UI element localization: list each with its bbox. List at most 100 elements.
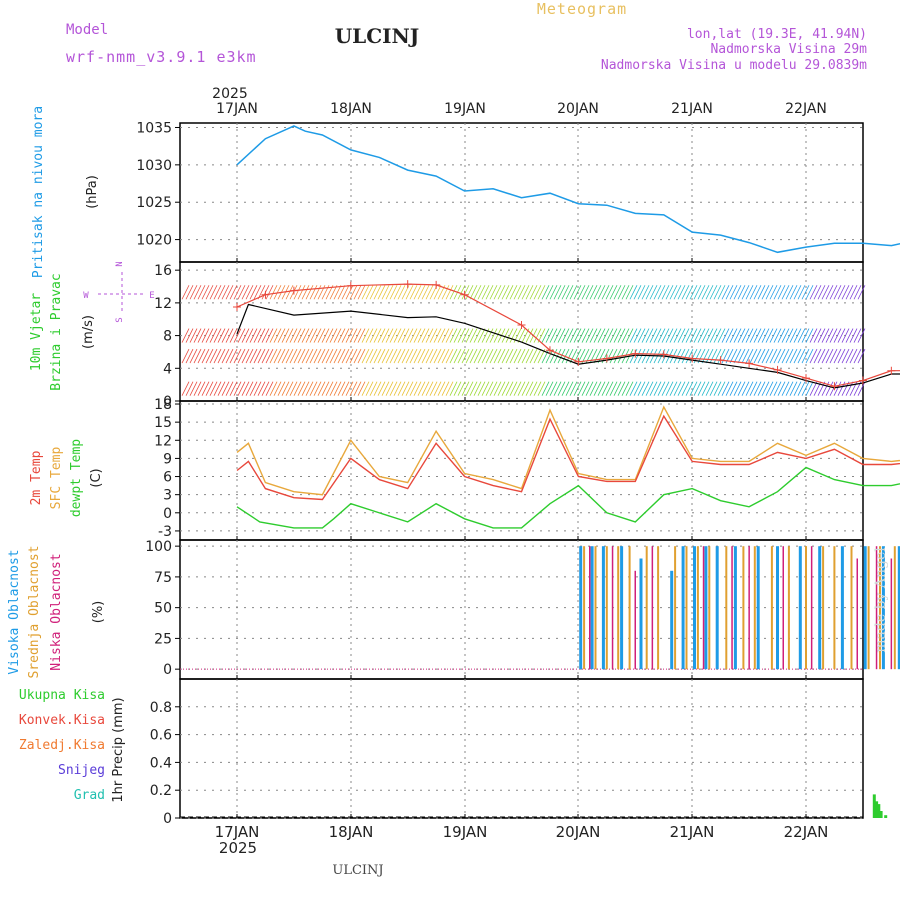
barb-hatch-3-342 (341, 285, 350, 300)
barb-hatch-1-758 (757, 348, 766, 364)
barb-hatch-1-810 (809, 348, 818, 364)
barb-hatch-0-394 (393, 381, 402, 396)
barb-hatch-2-422 (421, 328, 430, 343)
barb-hatch-0-642 (641, 381, 650, 396)
barb-hatch-3-386 (385, 285, 394, 300)
barb-hatch-1-450 (449, 348, 458, 364)
barb-hatch-1-402 (401, 348, 410, 364)
barb-hatch-1-302 (301, 348, 310, 364)
barb-hatch-3-794 (793, 285, 802, 300)
barb-hatch-0-614 (613, 381, 622, 396)
barb-hatch-0-858 (857, 381, 866, 396)
barb-hatch-2-266 (265, 328, 274, 343)
wind-unit: (m/s) (81, 315, 96, 349)
barb-hatch-0-742 (741, 381, 750, 396)
barb-hatch-2-714 (713, 328, 722, 343)
barb-hatch-3-458 (457, 285, 466, 300)
cloud-bar-1-1 (594, 546, 597, 670)
barb-hatch-1-798 (797, 348, 806, 364)
barb-hatch-0-190 (189, 381, 198, 396)
barb-hatch-1-526 (525, 348, 534, 364)
barb-hatch-0-310 (309, 381, 318, 396)
barb-hatch-3-754 (753, 285, 762, 300)
panel-temperature: -3 0 3 6 9 12 15 18 (154, 397, 900, 541)
ytick-temperature-7: 18 (154, 397, 172, 413)
barb-hatch-1-822 (821, 348, 830, 364)
precip-bar-0 (872, 794, 876, 818)
barb-hatch-0-654 (653, 381, 662, 396)
barb-hatch-2-682 (681, 328, 690, 343)
barb-hatch-2-202 (201, 328, 210, 343)
bottom-day-18JAN: 18JAN (329, 823, 374, 841)
ytick-precip-0: 0 (163, 811, 172, 827)
barb-hatch-0-314 (313, 381, 322, 396)
barb-hatch-1-742 (741, 348, 750, 364)
barb-hatch-0-430 (429, 381, 438, 396)
barb-hatch-1-386 (385, 348, 394, 364)
barb-hatch-1-234 (233, 348, 242, 364)
barb-hatch-0-734 (733, 381, 742, 396)
barb-hatch-1-278 (277, 348, 286, 364)
barb-hatch-3-434 (433, 285, 442, 300)
cloud-bar-0-12 (776, 546, 779, 670)
barb-hatch-3-410 (409, 285, 418, 300)
barb-hatch-1-414 (413, 348, 422, 364)
barb-hatch-3-638 (637, 285, 646, 300)
barb-hatch-3-814 (813, 285, 822, 300)
barb-hatch-2-630 (629, 328, 638, 343)
barb-hatch-3-346 (345, 285, 354, 300)
barb-hatch-0-442 (441, 381, 450, 396)
barb-hatch-2-198 (197, 328, 206, 343)
precip-bar-1 (875, 801, 879, 818)
barb-hatch-3-798 (797, 285, 806, 300)
barb-hatch-3-578 (577, 285, 586, 300)
barb-hatch-2-762 (761, 328, 770, 343)
barb-hatch-1-246 (245, 348, 254, 364)
barb-hatch-3-186 (185, 285, 194, 300)
barb-hatch-3-510 (509, 285, 518, 300)
barb-hatch-3-670 (669, 285, 678, 300)
barb-hatch-0-666 (665, 381, 674, 396)
temp-sfc-line (236, 405, 900, 496)
barb-hatch-3-630 (629, 285, 638, 300)
barb-hatch-0-302 (301, 381, 310, 396)
cloud-bar-0-17 (881, 546, 885, 670)
barb-hatch-2-546 (545, 328, 554, 343)
barb-hatch-3-222 (221, 285, 230, 300)
barb-hatch-2-726 (725, 328, 734, 343)
barb-hatch-3-206 (205, 285, 214, 300)
compass-s: S (115, 317, 125, 322)
barb-hatch-3-358 (357, 285, 366, 300)
barb-hatch-2-782 (781, 328, 790, 343)
temp-2m-line (236, 414, 900, 501)
barb-hatch-0-510 (509, 381, 518, 396)
barb-hatch-3-594 (593, 285, 602, 300)
cloud-bar-1-22 (893, 546, 896, 670)
barb-hatch-2-230 (229, 328, 238, 343)
ytick-wind-4: 16 (154, 263, 172, 279)
barb-hatch-2-274 (273, 328, 282, 343)
barb-hatch-0-294 (293, 381, 302, 396)
barb-hatch-3-190 (189, 285, 198, 300)
barb-hatch-1-226 (225, 348, 234, 364)
wind-gust-marker-20 (887, 366, 896, 375)
barb-hatch-0-618 (617, 381, 626, 396)
barb-hatch-0-726 (725, 381, 734, 396)
barb-hatch-1-474 (473, 348, 482, 364)
barb-hatch-0-610 (609, 381, 618, 396)
barb-hatch-0-682 (681, 381, 690, 396)
barb-hatch-2-390 (389, 328, 398, 343)
barb-hatch-0-806 (805, 381, 814, 396)
cloud-bar-1-8 (685, 546, 688, 670)
barb-hatch-2-334 (333, 328, 342, 343)
top-day-18JAN: 18JAN (330, 101, 372, 117)
cloud-bar-0-6 (681, 546, 685, 670)
barb-hatch-0-598 (597, 381, 606, 396)
wind-gust-marker-6 (460, 290, 469, 299)
barb-hatch-2-262 (261, 328, 270, 343)
barb-hatch-0-758 (757, 381, 766, 396)
meteogram-title: Meteogram (537, 0, 627, 18)
barb-hatch-3-366 (365, 285, 374, 300)
barb-hatch-0-826 (825, 381, 834, 396)
barb-hatch-2-558 (557, 328, 566, 343)
